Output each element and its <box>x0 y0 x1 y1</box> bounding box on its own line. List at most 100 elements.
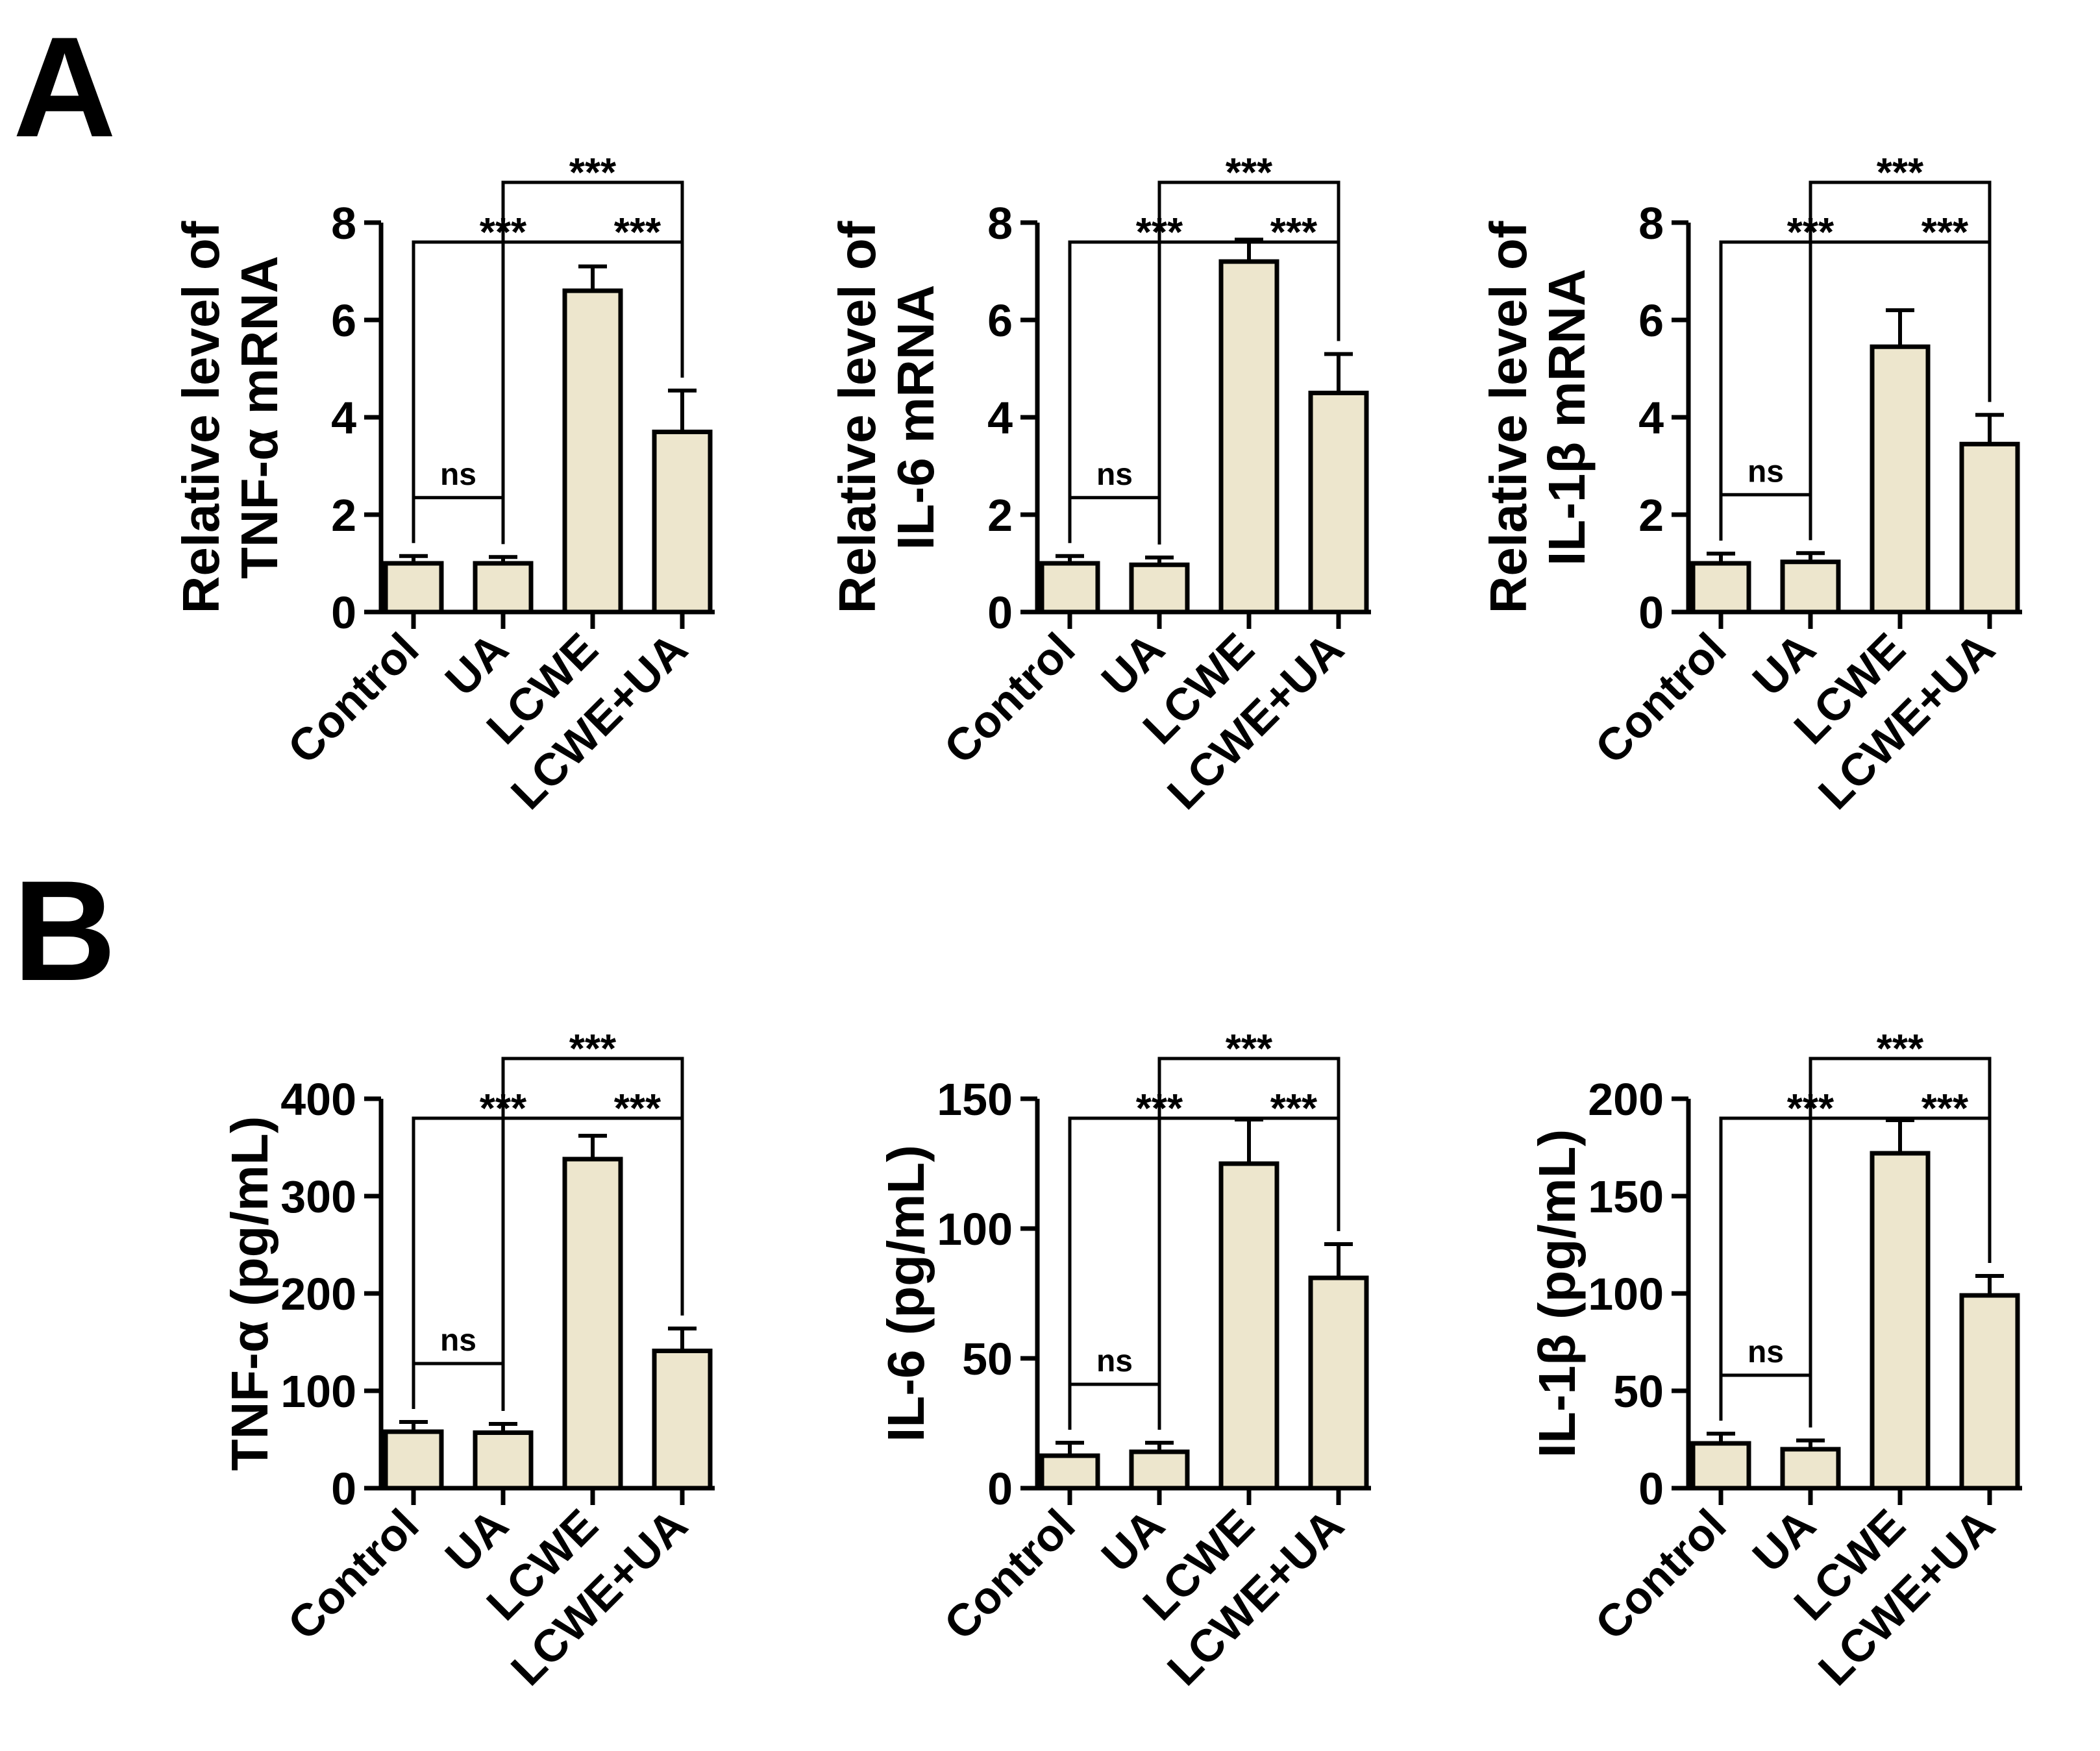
x-tick-label: Control <box>935 1499 1085 1649</box>
significance-label: *** <box>614 1086 661 1131</box>
significance-label: *** <box>614 210 661 255</box>
significance-label: *** <box>1921 210 1969 255</box>
significance-label: ns <box>1748 1335 1784 1369</box>
y-tick-label: 100 <box>280 1366 356 1417</box>
y-tick-label: 4 <box>331 393 356 443</box>
x-tick-label: Control <box>1586 623 1736 773</box>
significance-label: ns <box>1096 1344 1133 1378</box>
x-tick-label: Control <box>278 1499 428 1649</box>
bar <box>1690 1441 1751 1491</box>
bar <box>383 561 444 615</box>
significance-bracket <box>1068 496 1161 545</box>
y-tick-label: 2 <box>1638 490 1664 541</box>
bar <box>1780 559 1841 615</box>
bar <box>383 1429 444 1491</box>
significance-label: ns <box>1096 458 1133 492</box>
y-tick-label: 50 <box>962 1334 1013 1384</box>
y-tick-label: 100 <box>937 1204 1013 1255</box>
significance-bracket <box>1809 180 1992 541</box>
y-axis-label: Relative level of <box>1479 221 1537 613</box>
y-tick-label: 50 <box>1613 1366 1664 1417</box>
y-tick-label: 4 <box>987 393 1013 443</box>
y-tick-label: 200 <box>1588 1074 1664 1125</box>
significance-bracket <box>1068 1382 1161 1430</box>
y-tick-label: 8 <box>987 198 1013 249</box>
y-tick-label: 200 <box>280 1269 356 1319</box>
bar <box>1308 1275 1369 1491</box>
y-tick-label: 0 <box>331 1463 356 1514</box>
bar <box>652 430 713 615</box>
y-tick-label: 150 <box>937 1074 1013 1125</box>
x-tick-label: Control <box>935 623 1085 773</box>
bar <box>1308 391 1369 615</box>
y-tick-label: 6 <box>331 295 356 346</box>
significance-bracket <box>501 180 684 545</box>
significance-label: *** <box>569 1027 617 1071</box>
y-tick-label: 6 <box>987 295 1013 346</box>
significance-label: *** <box>1270 1086 1318 1131</box>
y-tick-label: 2 <box>987 490 1013 541</box>
significance-label: *** <box>1877 1027 1924 1071</box>
bar <box>1870 1151 1931 1491</box>
significance-label: *** <box>1270 210 1318 255</box>
bar <box>1129 1449 1190 1491</box>
y-axis-label: IL-6 mRNA <box>887 285 945 550</box>
bar <box>1039 1453 1100 1491</box>
significance-label: ns <box>440 458 476 492</box>
y-axis-label: TNF-α (pg/mL) <box>221 1116 278 1471</box>
x-tick-label: Control <box>1586 1499 1736 1649</box>
y-tick-label: 8 <box>331 198 356 249</box>
significance-label: ns <box>1748 454 1784 489</box>
significance-bracket <box>412 1116 684 1409</box>
significance-label: ns <box>440 1323 476 1358</box>
y-tick-label: 150 <box>1588 1171 1664 1222</box>
significance-bracket <box>1719 493 1812 541</box>
bar <box>1870 344 1931 615</box>
bar <box>473 1430 534 1491</box>
bar <box>1218 1161 1279 1491</box>
y-tick-label: 0 <box>1638 587 1664 638</box>
y-axis-label: Relative level of <box>172 221 230 613</box>
bar <box>473 561 534 615</box>
significance-bracket <box>1719 1373 1812 1428</box>
significance-bracket <box>412 496 505 545</box>
significance-bracket <box>501 1057 684 1411</box>
bar <box>562 1157 623 1491</box>
significance-label: *** <box>1226 1027 1273 1071</box>
significance-label: *** <box>1921 1086 1969 1131</box>
y-tick-label: 100 <box>1588 1269 1664 1319</box>
bar <box>1959 1293 2020 1491</box>
y-tick-label: 2 <box>331 490 356 541</box>
significance-bracket <box>412 1362 505 1411</box>
x-tick-label: Control <box>278 623 428 773</box>
panel-label-b: B <box>13 851 116 1010</box>
y-tick-label: 0 <box>331 587 356 638</box>
y-axis-label: Relative level of <box>828 221 886 613</box>
significance-label: *** <box>1226 151 1273 195</box>
significance-bracket <box>1157 180 1340 545</box>
significance-bracket <box>1157 1057 1340 1430</box>
bar <box>1690 561 1751 615</box>
y-tick-label: 400 <box>280 1074 356 1125</box>
bar <box>1129 562 1190 615</box>
significance-label: *** <box>569 151 617 195</box>
y-tick-label: 4 <box>1638 393 1664 443</box>
bar <box>1959 441 2020 615</box>
bar <box>652 1349 713 1491</box>
y-axis-label: IL-6 (pg/mL) <box>877 1145 935 1442</box>
panel-label-a: A <box>13 7 116 167</box>
y-tick-label: 0 <box>987 587 1013 638</box>
y-axis-label: IL-1β mRNA <box>1538 269 1596 566</box>
y-tick-label: 0 <box>1638 1463 1664 1514</box>
bar <box>1039 561 1100 615</box>
significance-label: *** <box>1877 151 1924 195</box>
y-tick-label: 300 <box>280 1171 356 1222</box>
y-tick-label: 8 <box>1638 198 1664 249</box>
y-axis-label: IL-1β (pg/mL) <box>1528 1129 1586 1458</box>
